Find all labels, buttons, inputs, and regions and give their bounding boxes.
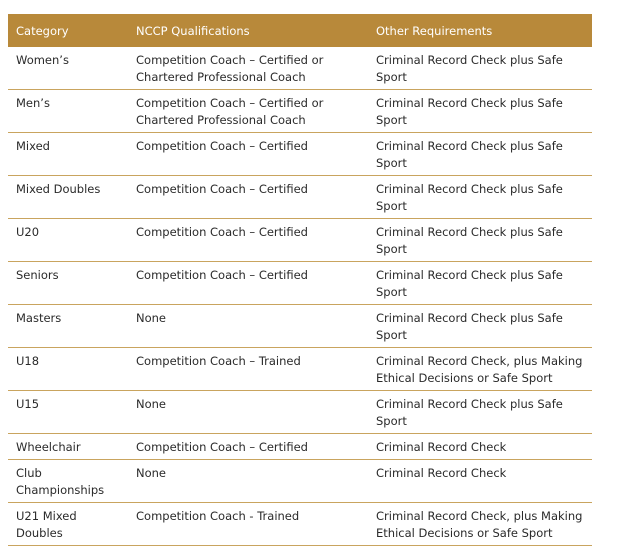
cell-text: Competition Coach – Certified [136,440,308,454]
cell-text: U15 [16,397,40,411]
table-cell: Competition Coach – Certified [128,433,368,460]
cell-text: Competition Coach – Certified or Charter… [136,96,324,127]
cell-text: Club Championships [16,466,105,497]
header-row: Category NCCP Qualifications Other Require… [8,14,592,47]
cell-text: None [136,397,167,411]
table-row: U15 None Criminal Record Check plus Safe S… [8,390,592,434]
table-cell: Competition Coach – Certified [128,175,368,219]
table-row: U18 Competition Coach – Trained Criminal R… [8,347,592,391]
cell-text: Seniors [16,268,59,282]
table-row: Mixed Doubles Competition Coach – Certifi… [8,175,592,219]
cell-text: U20 [16,225,40,239]
table-cell: Seniors [8,261,128,305]
table-cell: Competition Coach – Certified or Charter… [128,47,368,90]
table-cell: Men’s [8,89,128,133]
cell-text: Women’s [16,53,69,67]
table-body: Women’s Competition Coach – Certified or … [8,47,592,546]
cell-text: Mixed Doubles [16,182,101,196]
cell-text: U21 Mixed Doubles [16,509,77,540]
table-cell: Criminal Record Check, plus Making Ethic… [368,347,592,391]
table-cell: U20 [8,218,128,262]
table-row: U20 Competition Coach – Certified Criminal… [8,218,592,262]
table-cell: None [128,390,368,434]
table-cell: U21 Mixed Doubles [8,502,128,546]
header-cell: NCCP Qualifications [128,14,368,47]
table-cell: None [128,459,368,503]
header-cell: Category [8,14,128,47]
cell-text: Criminal Record Check plus Safe Sport [376,96,563,127]
cell-text: Criminal Record Check plus Safe Sport [376,182,563,213]
cell-text: Mixed [16,139,50,153]
table-cell: Club Championships [8,459,128,503]
cell-text: Competition Coach – Certified [136,139,308,153]
requirements-table: Category NCCP Qualifications Other Require… [8,14,592,546]
table-row: Women’s Competition Coach – Certified or … [8,47,592,90]
table-cell: Competition Coach – Certified [128,218,368,262]
table-cell: Competition Coach – Certified or Charter… [128,89,368,133]
cell-text: Criminal Record Check plus Safe Sport [376,225,563,256]
cell-text: Criminal Record Check plus Safe Sport [376,53,563,84]
cell-text: U18 [16,354,40,368]
cell-text: Men’s [16,96,50,110]
table-row: Mixed Competition Coach – Certified Crimin… [8,132,592,176]
cell-text: Criminal Record Check plus Safe Sport [376,311,563,342]
cell-text: Criminal Record Check [376,440,507,454]
table-cell: U18 [8,347,128,391]
table-row: Wheelchair Competition Coach – Certified C… [8,433,592,460]
table-cell: Criminal Record Check plus Safe Sport [368,261,592,305]
table-cell: None [128,304,368,348]
cell-text: Competition Coach – Certified [136,182,308,196]
table-cell: Criminal Record Check [368,433,592,460]
table-cell: Mixed [8,132,128,176]
table-row: Seniors Competition Coach – Certified Crim… [8,261,592,305]
table-row: Men’s Competition Coach – Certified or Ch… [8,89,592,133]
table-cell: Criminal Record Check plus Safe Sport [368,390,592,434]
cell-text: Wheelchair [16,440,81,454]
header-cell: Other Requirements [368,14,592,47]
table-cell: Criminal Record Check, plus Making Ethic… [368,502,592,546]
cell-text: Masters [16,311,62,325]
table-cell: Competition Coach – Certified [128,261,368,305]
table-row: Masters None Criminal Record Check plus Sa… [8,304,592,348]
table-cell: Wheelchair [8,433,128,460]
cell-text: Criminal Record Check plus Safe Sport [376,268,563,299]
table-cell: Criminal Record Check plus Safe Sport [368,47,592,90]
table-cell: Criminal Record Check plus Safe Sport [368,132,592,176]
table-cell: Mixed Doubles [8,175,128,219]
table-cell: U15 [8,390,128,434]
table-cell: Criminal Record Check [368,459,592,503]
cell-text: Criminal Record Check [376,466,507,480]
cell-text: Criminal Record Check plus Safe Sport [376,397,563,428]
table-row: U21 Mixed Doubles Competition Coach - Tra… [8,502,592,546]
cell-text: Criminal Record Check, plus Making Ethic… [376,509,583,540]
table-cell: Competition Coach – Trained [128,347,368,391]
cell-text: None [136,311,167,325]
table-cell: Criminal Record Check plus Safe Sport [368,89,592,133]
table-cell: Criminal Record Check plus Safe Sport [368,304,592,348]
table-cell: Criminal Record Check plus Safe Sport [368,218,592,262]
table-cell: Competition Coach – Certified [128,132,368,176]
cell-text: Competition Coach – Trained [136,354,301,368]
table-cell: Criminal Record Check plus Safe Sport [368,175,592,219]
table-row: Club Championships None Criminal Record Ch… [8,459,592,503]
cell-text: Competition Coach – Certified or Charter… [136,53,324,84]
cell-text: None [136,466,167,480]
cell-text: Criminal Record Check plus Safe Sport [376,139,563,170]
table-cell: Women’s [8,47,128,90]
table-cell: Masters [8,304,128,348]
cell-text: Competition Coach – Certified [136,268,308,282]
cell-text: Criminal Record Check, plus Making Ethic… [376,354,583,385]
table-cell: Competition Coach - Trained [128,502,368,546]
cell-text: Competition Coach – Certified [136,225,308,239]
cell-text: Competition Coach - Trained [136,509,300,523]
